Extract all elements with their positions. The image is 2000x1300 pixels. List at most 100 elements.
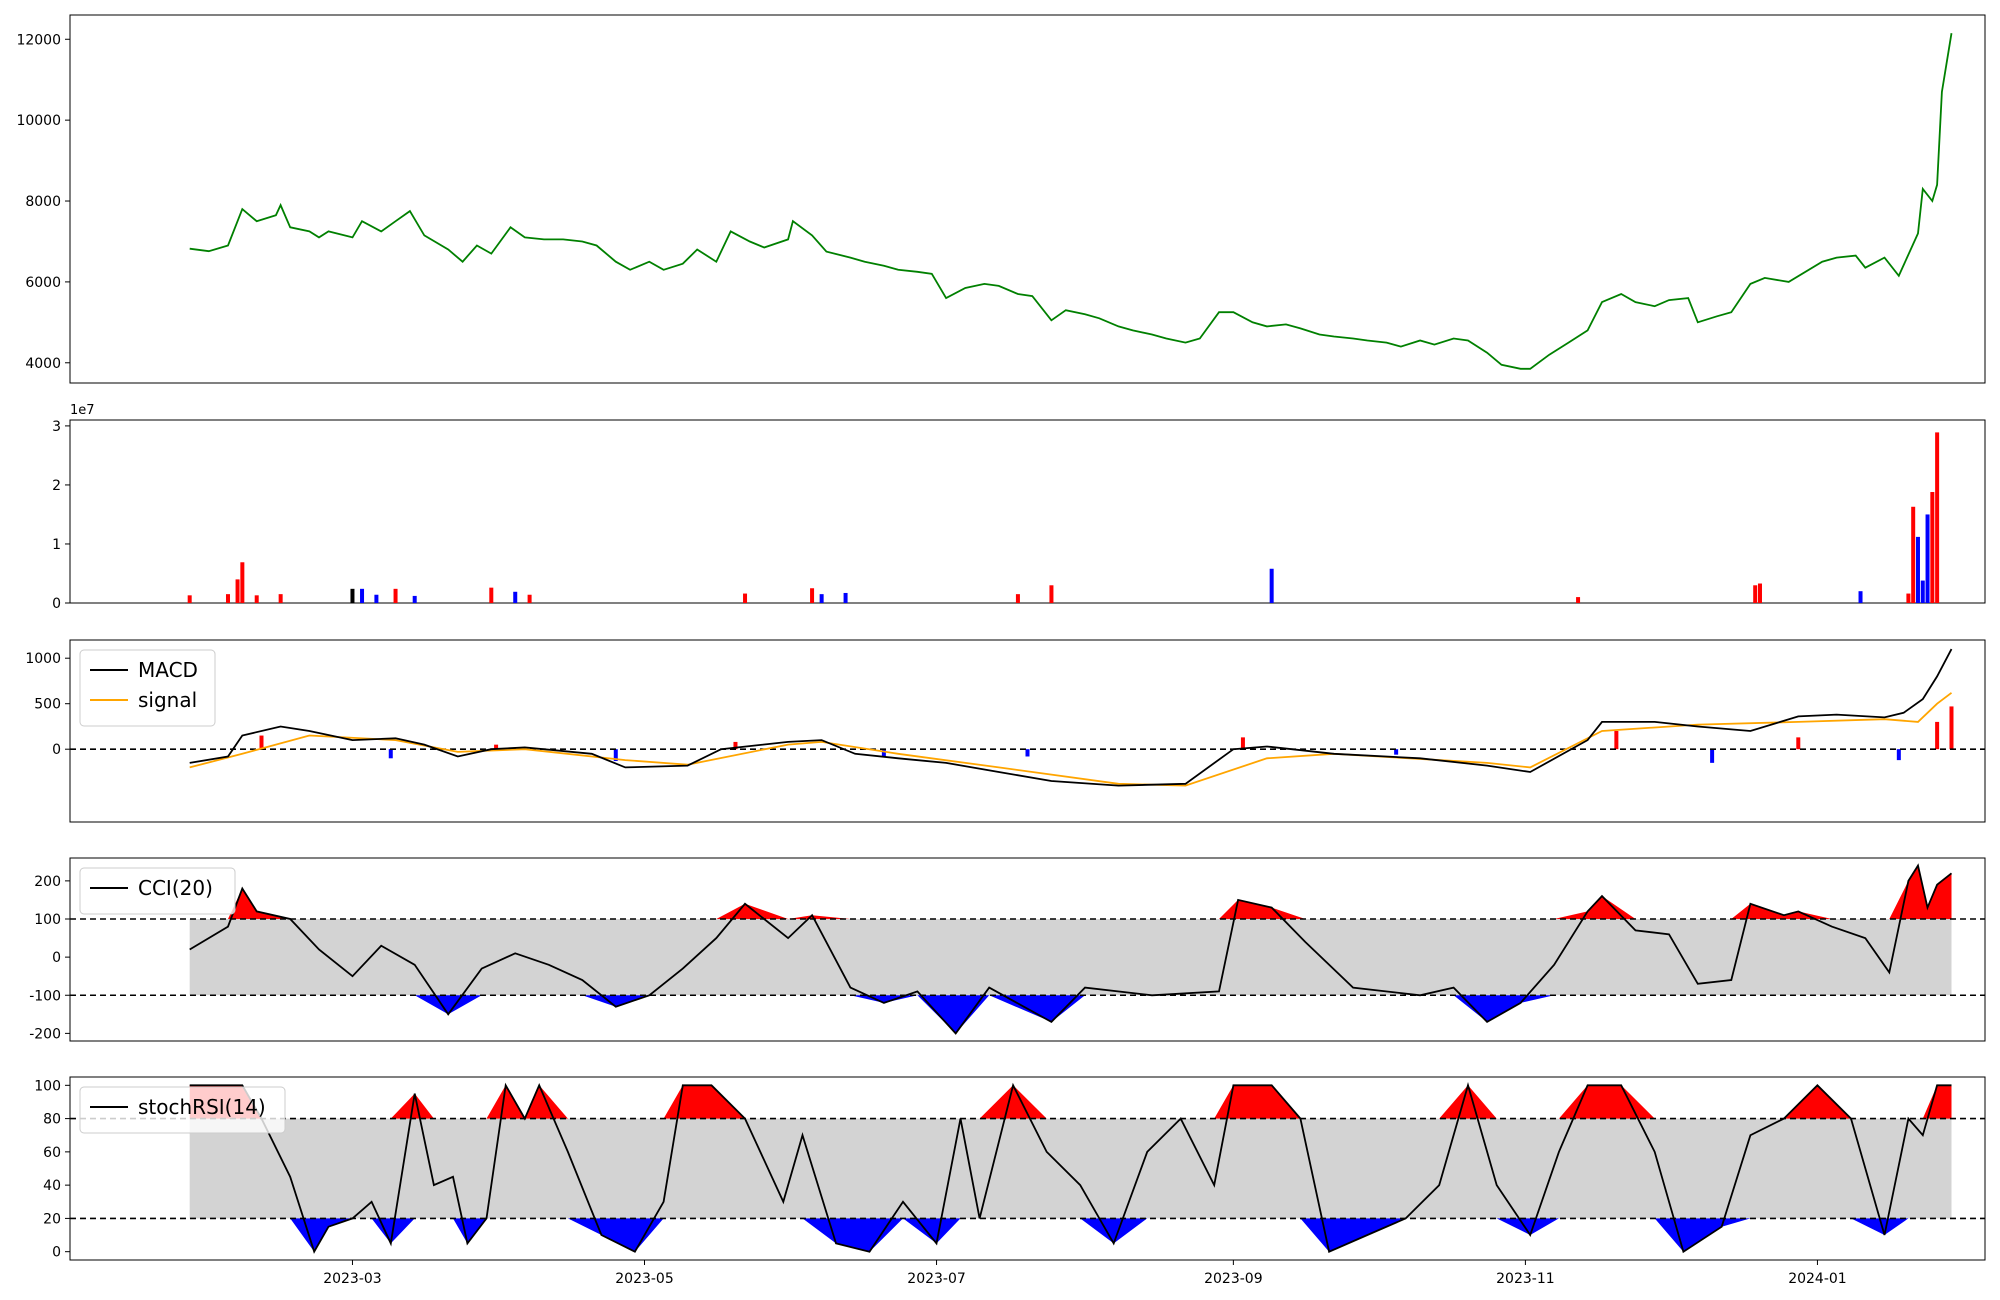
macd-histogram-bar: [1394, 749, 1399, 755]
volume-bar: [527, 594, 532, 603]
stochrsi-neutral-band: [189, 1118, 1952, 1219]
macd-line: [189, 648, 1953, 787]
y-tick-label: 100: [34, 912, 61, 928]
volume-bar: [1925, 514, 1930, 603]
macd-histogram-bar: [388, 749, 393, 759]
volume-bar: [393, 588, 398, 603]
y-tick-label: 40: [43, 1178, 61, 1194]
x-tick-label: 2023-03: [323, 1271, 382, 1287]
legend-box: [79, 1086, 286, 1134]
volume-bar: [810, 588, 815, 603]
volume-bar: [225, 594, 230, 603]
volume-bar: [235, 579, 240, 603]
signal-line: [189, 692, 1953, 787]
volume-bar: [1911, 506, 1916, 603]
volume-bar: [819, 594, 824, 603]
macd-histogram-bar: [881, 749, 886, 757]
volume-bar: [743, 593, 748, 603]
y-tick-label: 4000: [25, 356, 61, 372]
y-tick-label: 0: [52, 950, 61, 966]
price-panel: [69, 14, 1986, 384]
stochrsi-line: [189, 1082, 1952, 1254]
y-tick-label: 200: [34, 874, 61, 890]
volume-bar: [1915, 536, 1920, 603]
y-tick-label: 20: [43, 1211, 61, 1227]
y-tick-label: 0: [52, 596, 61, 612]
volume-bar: [240, 562, 245, 603]
y-tick-label: 10000: [16, 113, 61, 129]
volume-bar: [489, 587, 494, 603]
volume-bar: [350, 588, 355, 603]
volume-bar: [254, 595, 259, 603]
volume-bar: [513, 591, 518, 603]
y-tick-label: 1: [52, 537, 61, 553]
volume-bar: [1858, 591, 1863, 603]
y-tick-label: -200: [29, 1026, 61, 1042]
macd-histogram-bar: [1896, 749, 1901, 761]
x-tick-label: 2023-07: [907, 1271, 966, 1287]
macd-histogram-bar: [1240, 737, 1245, 750]
volume-bar: [1015, 594, 1020, 603]
macd-panel: [69, 639, 1986, 823]
cci-neutral-band: [189, 919, 1952, 996]
price-line: [189, 33, 1953, 370]
y-tick-label: 80: [43, 1112, 61, 1128]
macd-histogram-bar: [613, 749, 618, 762]
y-tick-label: 60: [43, 1145, 61, 1161]
y-tick-label: 12000: [16, 32, 61, 48]
x-tick-label: 2023-05: [615, 1271, 674, 1287]
volume-bar: [374, 594, 379, 603]
volume-bar: [1753, 585, 1758, 603]
macd-histogram-bar: [1025, 749, 1030, 757]
cci-oversold-fill: [189, 995, 1952, 1034]
macd-histogram-bar: [494, 744, 499, 750]
macd-histogram-bar: [1796, 737, 1801, 750]
x-tick-label: 2024-01: [1788, 1271, 1847, 1287]
legend-label: signal: [138, 688, 197, 712]
stochrsi-panel: [69, 1076, 1986, 1261]
macd-histogram-bar: [1614, 731, 1619, 750]
cci-panel: [69, 857, 1986, 1042]
cci-overbought-fill: [189, 865, 1952, 919]
volume-bar: [1576, 597, 1581, 603]
macd-histogram-bar: [1949, 706, 1954, 750]
volume-bar: [360, 588, 365, 603]
stochrsi-overbought-fill: [189, 1085, 1952, 1119]
legend-box: [79, 867, 236, 915]
legend-label: MACD: [138, 658, 198, 682]
macd-histogram-bar: [259, 735, 264, 750]
y-tick-label: 3: [52, 419, 61, 435]
x-tick-label: 2023-09: [1204, 1271, 1263, 1287]
volume-bar: [1935, 432, 1940, 603]
volume-offset-label: 1e7: [70, 403, 95, 418]
volume-bar: [412, 595, 417, 603]
y-tick-label: 1000: [25, 651, 61, 667]
volume-bar: [1269, 568, 1274, 603]
volume-bar: [843, 592, 848, 603]
legend-label: CCI(20): [138, 876, 213, 900]
volume-bar: [1930, 492, 1935, 603]
volume-bar: [278, 594, 283, 603]
macd-histogram-bar: [1710, 749, 1715, 763]
x-tick-label: 2023-11: [1496, 1271, 1555, 1287]
macd-histogram-bar: [1935, 721, 1940, 750]
volume-bar: [1906, 593, 1911, 603]
legend-label: stochRSI(14): [138, 1095, 266, 1119]
volume-bar: [1049, 585, 1054, 603]
volume-panel: [69, 419, 1986, 604]
stochrsi-oversold-fill: [189, 1218, 1952, 1252]
y-tick-label: -100: [29, 988, 61, 1004]
y-tick-label: 0: [52, 742, 61, 758]
volume-bar: [187, 595, 192, 603]
volume-bar: [1920, 580, 1925, 603]
y-tick-label: 2: [52, 478, 61, 494]
y-tick-label: 8000: [25, 194, 61, 210]
macd-histogram-bar: [733, 741, 738, 750]
volume-bar: [1757, 583, 1762, 603]
y-tick-label: 500: [34, 697, 61, 713]
cci-line: [189, 863, 1953, 1035]
y-tick-label: 100: [34, 1078, 61, 1094]
y-tick-label: 0: [52, 1245, 61, 1261]
y-tick-label: 6000: [25, 275, 61, 291]
